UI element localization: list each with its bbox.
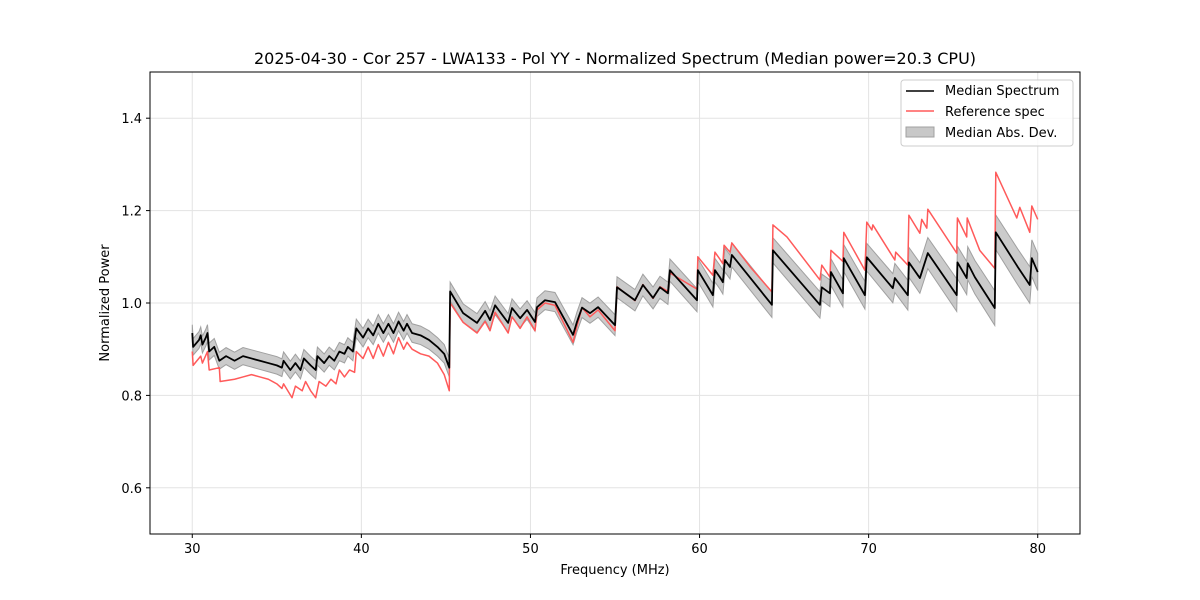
y-tick-label: 1.4 [121, 112, 142, 127]
legend-reference-label: Reference spec [945, 105, 1045, 120]
series-lines [191, 171, 1039, 399]
median-spectrum-line [191, 231, 1039, 371]
y-tick-label: 0.6 [121, 482, 142, 497]
y-tick-label: 1.0 [121, 297, 142, 312]
x-tick-label: 40 [353, 542, 370, 557]
mad-band-area [191, 213, 1039, 381]
legend-mad-label: Median Abs. Dev. [945, 126, 1057, 141]
x-axis-label: Frequency (MHz) [560, 563, 669, 578]
legend: Median Spectrum Reference spec Median Ab… [900, 79, 1074, 147]
x-tick-label: 60 [691, 542, 708, 557]
legend-mad-swatch [905, 126, 935, 138]
y-axis-label: Normalized Power [98, 244, 113, 362]
mad-band [191, 213, 1039, 381]
axis-ticks: 30 40 50 60 70 80 0.6 0.8 1.0 1.2 1.4 [121, 112, 1046, 557]
legend-median-label: Median Spectrum [945, 84, 1059, 99]
x-tick-label: 70 [860, 542, 877, 557]
y-tick-label: 0.8 [121, 389, 142, 404]
y-tick-label: 1.2 [121, 205, 142, 220]
x-tick-label: 80 [1029, 542, 1046, 557]
x-tick-label: 50 [522, 542, 539, 557]
chart-title: 2025-04-30 - Cor 257 - LWA133 - Pol YY -… [254, 49, 976, 68]
x-tick-label: 30 [184, 542, 201, 557]
